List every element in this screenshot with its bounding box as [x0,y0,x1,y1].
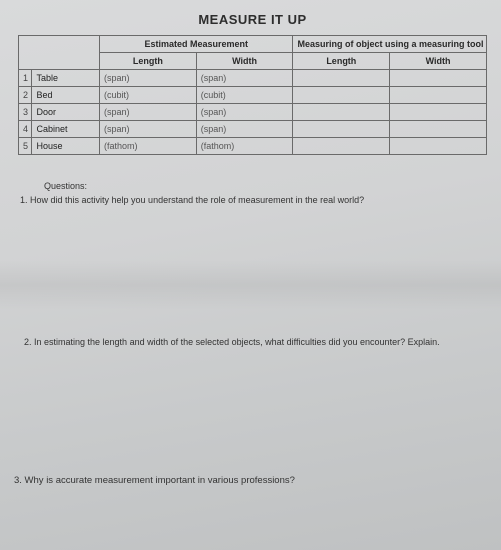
cell-tool-width [390,104,487,121]
header-tool-width: Width [390,53,487,70]
cell-est-length: (fathom) [99,138,196,155]
cell-est-length: (cubit) [99,87,196,104]
row-number: 5 [19,138,32,155]
table-body: 1 Table (span) (span) 2 Bed (cubit) (cub… [19,70,487,155]
row-number: 3 [19,104,32,121]
table-header-row-groups: Estimated Measurement Measuring of objec… [19,36,487,53]
cell-est-length: (span) [99,70,196,87]
cell-est-width: (span) [196,104,293,121]
row-number: 4 [19,121,32,138]
cell-est-width: (span) [196,70,293,87]
table-row: 4 Cabinet (span) (span) [19,121,487,138]
cell-tool-width [390,70,487,87]
questions-section: Questions: 1. How did this activity help… [18,181,487,486]
cell-tool-width [390,121,487,138]
cell-tool-length [293,104,390,121]
header-est-width: Width [196,53,293,70]
cell-tool-length [293,138,390,155]
cell-est-width: (cubit) [196,87,293,104]
row-object: Cabinet [32,121,99,138]
cell-est-width: (fathom) [196,138,293,155]
cell-tool-length [293,70,390,87]
table-row: 2 Bed (cubit) (cubit) [19,87,487,104]
table-row: 5 House (fathom) (fathom) [19,138,487,155]
row-number: 1 [19,70,32,87]
questions-heading: Questions: [44,181,487,191]
row-object: Bed [32,87,99,104]
page-title: MEASURE IT UP [18,12,487,27]
worksheet-page: MEASURE IT UP Estimated Measurement Meas… [0,0,501,486]
cell-est-length: (span) [99,121,196,138]
row-object: House [32,138,99,155]
row-object: Door [32,104,99,121]
row-number: 2 [19,87,32,104]
header-tool: Measuring of object using a measuring to… [293,36,487,53]
header-est-length: Length [99,53,196,70]
cell-tool-width [390,138,487,155]
question-2: 2. In estimating the length and width of… [24,337,487,347]
table-row: 3 Door (span) (span) [19,104,487,121]
row-object: Table [32,70,99,87]
cell-tool-length [293,121,390,138]
measurement-table: Estimated Measurement Measuring of objec… [18,35,487,155]
cell-tool-length [293,87,390,104]
header-tool-length: Length [293,53,390,70]
question-3: 3. Why is accurate measurement important… [14,475,487,486]
cell-est-length: (span) [99,104,196,121]
header-blank [19,36,100,70]
cell-est-width: (span) [196,121,293,138]
table-row: 1 Table (span) (span) [19,70,487,87]
cell-tool-width [390,87,487,104]
question-1: 1. How did this activity help you unders… [20,195,487,207]
header-estimated: Estimated Measurement [99,36,292,53]
